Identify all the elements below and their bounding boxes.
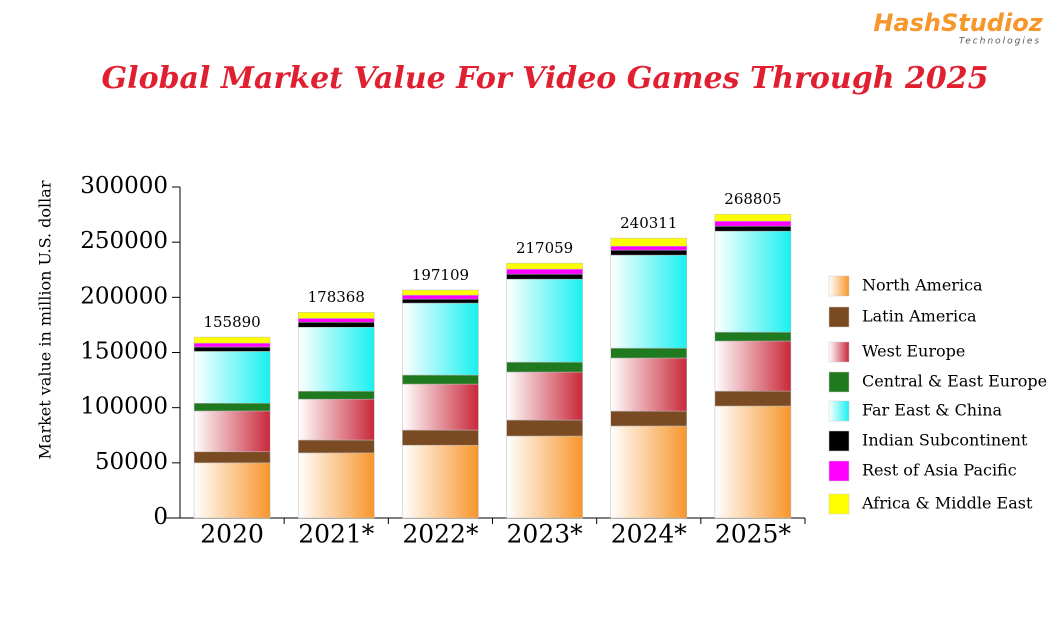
bar-segment	[610, 249, 687, 256]
bar-segment	[506, 371, 583, 421]
legend-label: West Europe	[862, 342, 965, 361]
bar-segment	[298, 322, 375, 328]
total-label: 268805	[724, 190, 781, 208]
bar-segment	[402, 298, 479, 304]
brand-name: HashStudioz	[873, 9, 1043, 37]
total-label: 197109	[412, 266, 469, 284]
x-tick-label: 2020	[200, 520, 264, 549]
bar-segment	[506, 262, 583, 270]
bar-segment	[714, 405, 792, 519]
bar-segment	[506, 278, 583, 363]
y-tick-label: 250000	[80, 228, 168, 254]
legend-label: Rest of Asia Pacific	[862, 461, 1017, 480]
bar-segment	[193, 351, 271, 404]
bar-segment	[298, 326, 375, 392]
legend-swatch	[828, 400, 850, 422]
y-tick-label: 150000	[80, 339, 168, 365]
legend-swatch	[828, 341, 850, 363]
bar-segment	[714, 225, 792, 232]
x-tick-label: 2025*	[715, 520, 792, 549]
legend-label: Central & East Europe	[862, 372, 1047, 391]
legend-swatch	[828, 371, 850, 393]
y-tick-label: 50000	[95, 449, 168, 475]
bar-segment	[506, 435, 583, 519]
legend-swatch	[828, 460, 850, 482]
bar-segment	[402, 429, 479, 446]
bar-segment	[506, 273, 583, 280]
bar-segment	[610, 425, 687, 519]
bar-segment	[610, 254, 687, 349]
bar-segment	[298, 398, 375, 441]
total-label: 217059	[516, 239, 573, 257]
bar-segment	[193, 346, 271, 352]
bar-segment	[298, 311, 375, 319]
bar-segment	[193, 451, 271, 464]
bar-segment	[193, 336, 271, 344]
legend-label: North America	[862, 276, 983, 295]
bar-segment	[714, 230, 792, 333]
legend-swatch	[828, 493, 850, 515]
bar-segment	[193, 462, 271, 519]
bar-segment	[610, 347, 687, 359]
bar-segment	[610, 245, 687, 251]
brand-tagline: Technologies	[959, 37, 1041, 47]
bar-segment	[193, 410, 271, 453]
y-axis-label: Market value in million U.S. dollar	[36, 180, 55, 459]
y-tick-label: 300000	[80, 173, 168, 199]
bar-segment	[610, 357, 687, 412]
bar-segment	[506, 268, 583, 275]
y-tick-label: 100000	[80, 394, 168, 420]
bar-segment	[193, 403, 271, 412]
bar-segment	[298, 390, 375, 400]
legend-swatch	[828, 430, 850, 452]
bar-segment	[714, 340, 792, 392]
bar-segment	[506, 361, 583, 373]
legend-label: Africa & Middle East	[861, 494, 1033, 513]
x-tick-label: 2023*	[507, 520, 584, 549]
bar-segment	[298, 452, 375, 519]
legend-swatch	[828, 275, 850, 297]
bar-segment	[714, 390, 792, 407]
bar-segment	[298, 439, 375, 454]
legend-label: Indian Subcontinent	[862, 431, 1028, 450]
bar-segment	[402, 444, 479, 519]
bar-segment	[402, 289, 479, 296]
legend-swatch	[828, 306, 850, 328]
legend-label: Latin America	[862, 307, 977, 326]
bar-segment	[610, 237, 687, 247]
bar-segment	[298, 318, 375, 323]
legend-label: Far East & China	[862, 401, 1003, 420]
bar-segment	[193, 342, 271, 348]
x-tick-label: 2024*	[611, 520, 688, 549]
x-tick-label: 2022*	[402, 520, 479, 549]
bar-segment	[714, 220, 792, 227]
bar-segment	[506, 419, 583, 437]
chart-title: Global Market Value For Video Games Thro…	[102, 61, 989, 96]
bar-segment	[714, 331, 792, 342]
bar-segment	[402, 383, 479, 431]
y-tick-label: 0	[153, 504, 168, 530]
bar-segment	[402, 374, 479, 385]
y-tick-label: 200000	[80, 283, 168, 309]
bar-segment	[402, 294, 479, 300]
bar-segment	[714, 213, 792, 222]
bar-segment	[402, 302, 479, 376]
total-label: 240311	[620, 214, 677, 232]
total-label: 178368	[308, 288, 365, 306]
x-tick-label: 2021*	[298, 520, 375, 549]
bar-segment	[610, 410, 687, 427]
total-label: 155890	[203, 313, 260, 331]
